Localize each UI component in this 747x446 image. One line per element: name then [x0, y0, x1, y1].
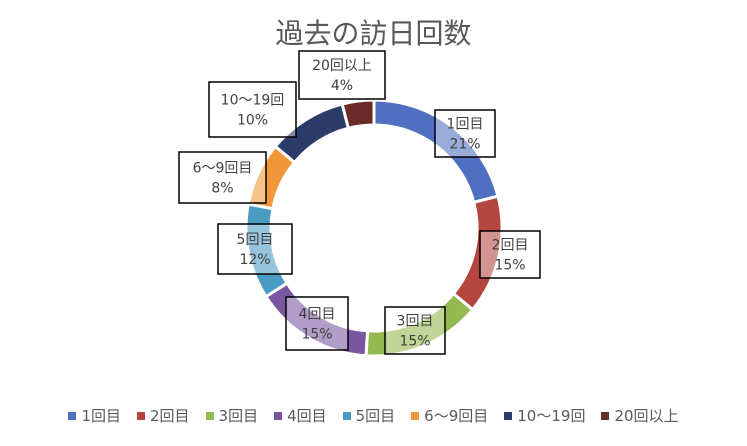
data-label-category: 3回目 [397, 314, 434, 330]
data-label-percent: 15% [494, 258, 525, 274]
legend-swatch [504, 411, 513, 420]
data-label-percent: 12% [239, 252, 270, 268]
data-label-8: 20回以上 4% [298, 50, 386, 100]
legend-item-1: 1回目 [68, 405, 121, 426]
legend-item-8: 20回以上 [601, 405, 679, 426]
legend-label: 20回以上 [614, 407, 679, 425]
data-label-percent: 8% [211, 181, 233, 197]
legend-item-3: 3回目 [205, 405, 259, 426]
legend-swatch [601, 411, 610, 420]
chart-title: 過去の訪日回数 [275, 17, 472, 50]
legend-item-6: 6～9回目 [411, 405, 488, 426]
data-label-percent: 15% [301, 327, 332, 343]
legend-item-2: 2回目 [136, 405, 190, 426]
data-label-category: 6～9回目 [193, 161, 253, 177]
legend-swatch [136, 411, 145, 420]
legend-swatch [342, 411, 351, 420]
data-label-percent: 10% [237, 113, 268, 129]
legend-label: 6～9回目 [424, 407, 489, 425]
data-label-7: 10～19回 10% [208, 81, 297, 138]
legend-label: 10～19回 [517, 407, 586, 425]
legend-item-5: 5回目 [342, 405, 396, 426]
legend-swatch [205, 411, 214, 420]
legend-label: 5回目 [355, 407, 396, 425]
legend-swatch [411, 411, 420, 420]
legend-label: 4回目 [287, 407, 327, 425]
legend-swatch [68, 411, 77, 420]
data-label-percent: 21% [449, 137, 480, 153]
data-label-category: 5回目 [237, 232, 274, 248]
data-label-6: 6～9回目 8% [178, 151, 267, 204]
data-label-category: 4回目 [299, 307, 336, 323]
donut-slice-8 [340, 98, 376, 131]
legend-item-4: 4回目 [274, 405, 327, 426]
data-label-percent: 15% [399, 334, 430, 350]
data-label-category: 2回目 [492, 238, 529, 254]
data-label-category: 20回以上 [312, 58, 372, 74]
legend-label: 2回目 [149, 407, 190, 425]
legend-swatch [274, 411, 283, 420]
legend: 1回目 2回目 3回目 4回目 5回目 6～9回目 10～19回 20回以上 [0, 405, 747, 426]
data-label-percent: 4% [331, 78, 353, 94]
legend-item-7: 10～19回 [504, 405, 585, 426]
legend-label: 3回目 [218, 407, 259, 425]
data-label-category: 10～19回 [221, 93, 285, 109]
donut-chart: 1回目21%2回目15%3回目15%4回目15%5回目12%6～9回目8%10～… [178, 50, 541, 358]
legend-label: 1回目 [81, 407, 121, 425]
data-label-category: 1回目 [447, 117, 484, 133]
